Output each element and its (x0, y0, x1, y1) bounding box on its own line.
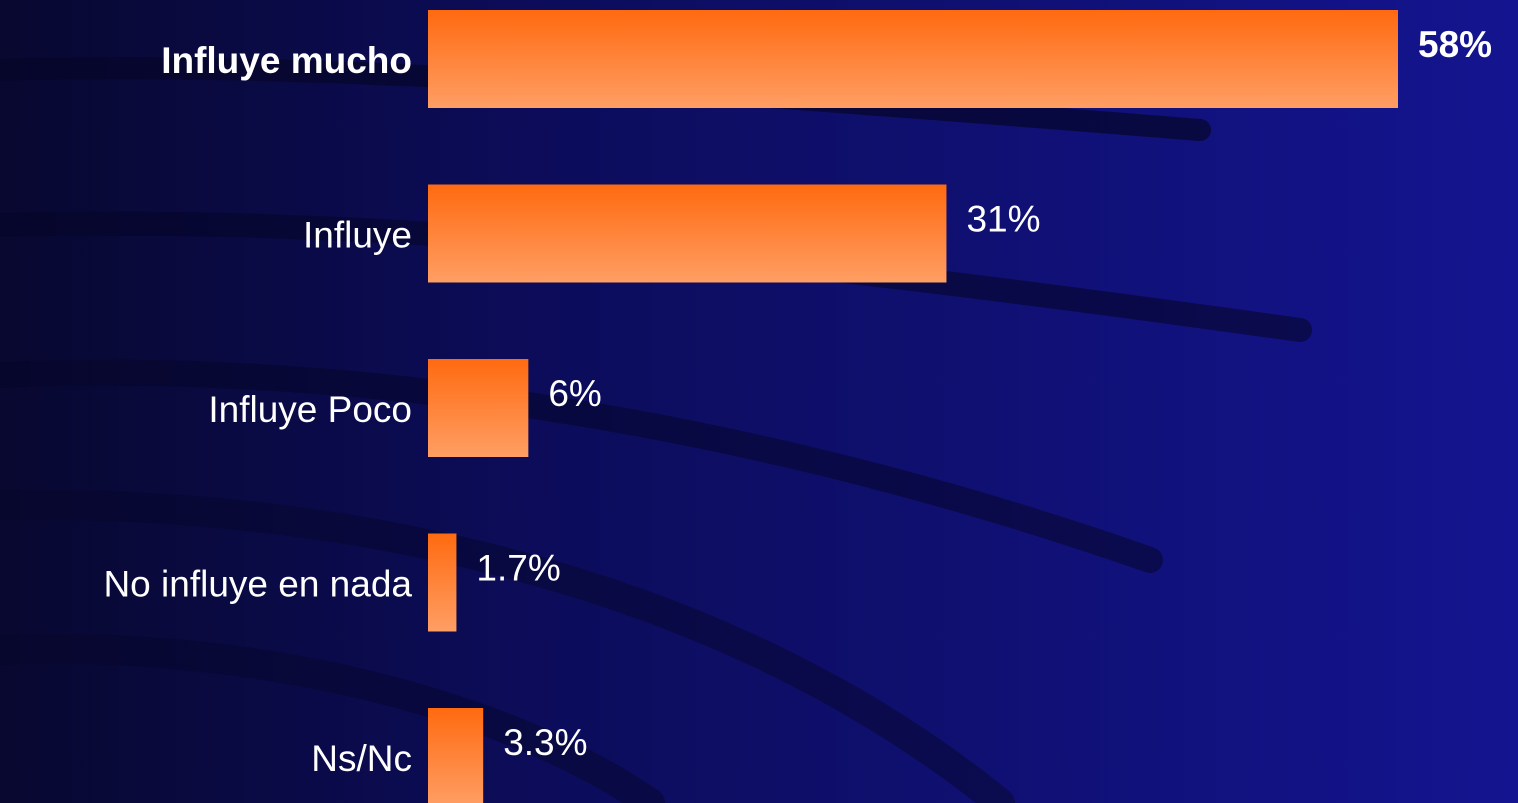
value-label: 3.3% (503, 722, 587, 763)
bar (428, 10, 1398, 108)
bar (428, 359, 529, 457)
category-label: Ns/Nc (311, 738, 412, 779)
value-label: 31% (966, 198, 1040, 239)
category-label: Influye mucho (161, 40, 412, 81)
value-label: 6% (548, 373, 601, 414)
bar (428, 184, 947, 283)
category-label: No influye en nada (103, 563, 412, 604)
bar (428, 533, 457, 632)
value-label: 1.7% (476, 547, 560, 588)
category-label: Influye Poco (208, 389, 412, 430)
value-label: 58% (1418, 24, 1492, 65)
bars: Influye mucho 58% Influye 31% Influye Poco 6%… (103, 10, 1492, 803)
category-label: Influye (303, 214, 412, 255)
bar (428, 708, 484, 803)
